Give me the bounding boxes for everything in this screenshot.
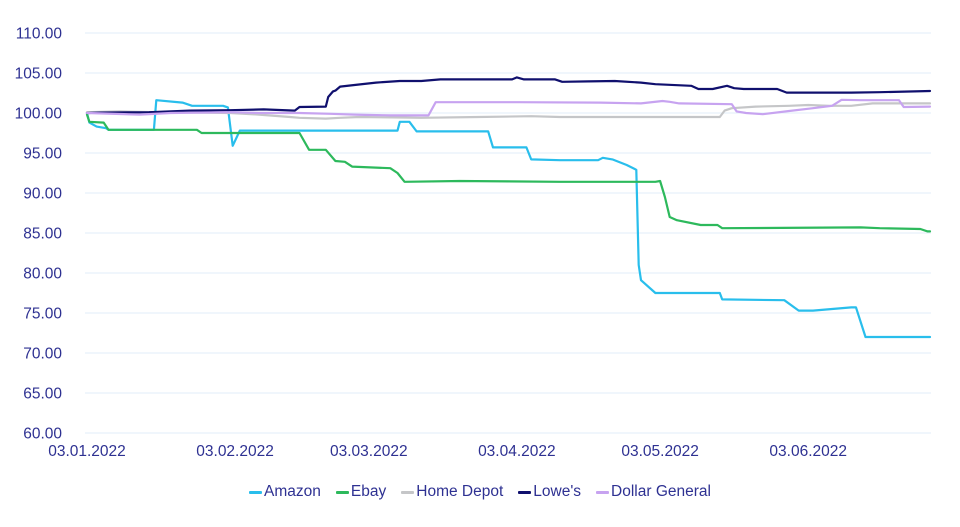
x-axis-tick-label: 03.06.2022 <box>769 443 847 460</box>
legend-item-amazon[interactable]: Amazon <box>249 483 321 501</box>
legend-item-home-depot[interactable]: Home Depot <box>401 483 503 501</box>
x-axis-tick-label: 03.03.2022 <box>330 443 408 460</box>
x-axis-tick-label: 03.04.2022 <box>478 443 556 460</box>
legend-label: Ebay <box>350 483 387 500</box>
legend-item-lowe-s[interactable]: Lowe's <box>518 483 581 501</box>
legend-item-dollar-general[interactable]: Dollar General <box>596 483 711 501</box>
legend-label: Lowe's <box>533 483 582 500</box>
y-axis-tick-label: 105.00 <box>15 66 63 83</box>
legend-item-ebay[interactable]: Ebay <box>335 483 387 501</box>
y-axis-tick-label: 70.00 <box>23 346 62 363</box>
y-axis-tick-label: 65.00 <box>23 386 62 403</box>
y-axis-tick-label: 95.00 <box>23 146 62 163</box>
legend-dash-dollar-general <box>596 490 610 494</box>
y-axis-tick-label: 60.00 <box>23 426 62 443</box>
legend-dash-amazon <box>249 490 263 494</box>
legend-dash-lowe-s <box>518 490 532 494</box>
series-line-amazon <box>85 99 932 339</box>
series-line-dollar-general <box>85 98 932 117</box>
y-axis-tick-label: 85.00 <box>23 226 62 243</box>
x-axis-tick-label: 03.05.2022 <box>621 443 699 460</box>
legend-label: Home Depot <box>416 483 504 500</box>
x-axis-tick-label: 03.01.2022 <box>48 443 126 460</box>
y-axis-tick-label: 110.00 <box>16 26 63 43</box>
y-axis-tick-label: 100.00 <box>15 106 63 123</box>
y-axis-tick-label: 75.00 <box>23 306 62 323</box>
legend-label: Dollar General <box>611 483 711 500</box>
x-axis-tick-label: 03.02.2022 <box>196 443 274 460</box>
chart-legend: Amazon Ebay Home Depot Lowe's Dollar General <box>0 483 960 501</box>
legend-dash-ebay <box>335 490 349 494</box>
y-axis-tick-label: 80.00 <box>23 266 62 283</box>
series-line-lowe-s <box>85 76 932 115</box>
legend-dash-home-depot <box>401 490 415 494</box>
legend-label: Amazon <box>264 483 321 500</box>
y-axis-tick-label: 90.00 <box>23 186 62 203</box>
series-line-ebay <box>85 113 932 233</box>
